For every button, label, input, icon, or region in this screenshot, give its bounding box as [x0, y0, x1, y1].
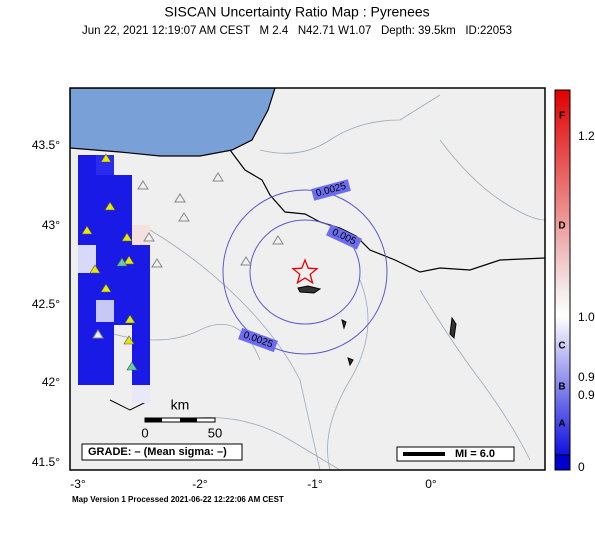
colorbar-letter: B	[558, 382, 565, 393]
lon-labels: -3° -2° -1° 0°	[70, 477, 437, 491]
lat-label: 43°	[42, 218, 60, 232]
scale-end: 50	[208, 425, 222, 440]
colorbar-letter: A	[558, 419, 565, 430]
scale-unit: km	[171, 397, 190, 413]
colorbar-label: 0.9	[578, 388, 595, 402]
colorbar-label: 0	[578, 460, 585, 474]
title: SISCAN Uncertainty Ratio Map : Pyrenees	[164, 4, 429, 20]
lon-label: -3°	[70, 477, 86, 491]
footer: Map Version 1 Processed 2021-06-22 12:22…	[72, 495, 284, 504]
lat-label: 43.5°	[32, 138, 60, 152]
lon-label: 0°	[425, 477, 437, 491]
colorbar: F D C B A 1.2 1.0 0.9 0.9 0	[554, 89, 595, 474]
colorbar-letter: C	[558, 341, 565, 352]
map-area: 0.0025 0.005 0.0025 km 0 50 GRADE: – (Me…	[70, 88, 545, 470]
lat-label: 42.5°	[32, 297, 60, 311]
scale-start: 0	[141, 425, 148, 440]
lat-label: 42°	[42, 375, 60, 389]
lon-label: -2°	[192, 477, 208, 491]
lat-label: 41.5°	[32, 455, 60, 469]
colorbar-label: 1.0	[578, 310, 595, 324]
colorbar-label: 0.9	[578, 370, 595, 384]
grade: GRADE: – (Mean sigma: –)	[88, 446, 227, 458]
intensity: MI = 6.0	[455, 448, 495, 460]
map-frame	[69, 87, 546, 471]
colorbar-letter: D	[558, 221, 565, 232]
colorbar-label: 1.2	[578, 129, 595, 143]
colorbar-letter: F	[559, 111, 565, 122]
lon-label: -1°	[307, 477, 323, 491]
lat-labels: 43.5° 43° 42.5° 42° 41.5°	[32, 138, 60, 469]
subtitle: Jun 22, 2021 12:19:07 AM CEST M 2.4 N42.…	[82, 25, 512, 37]
